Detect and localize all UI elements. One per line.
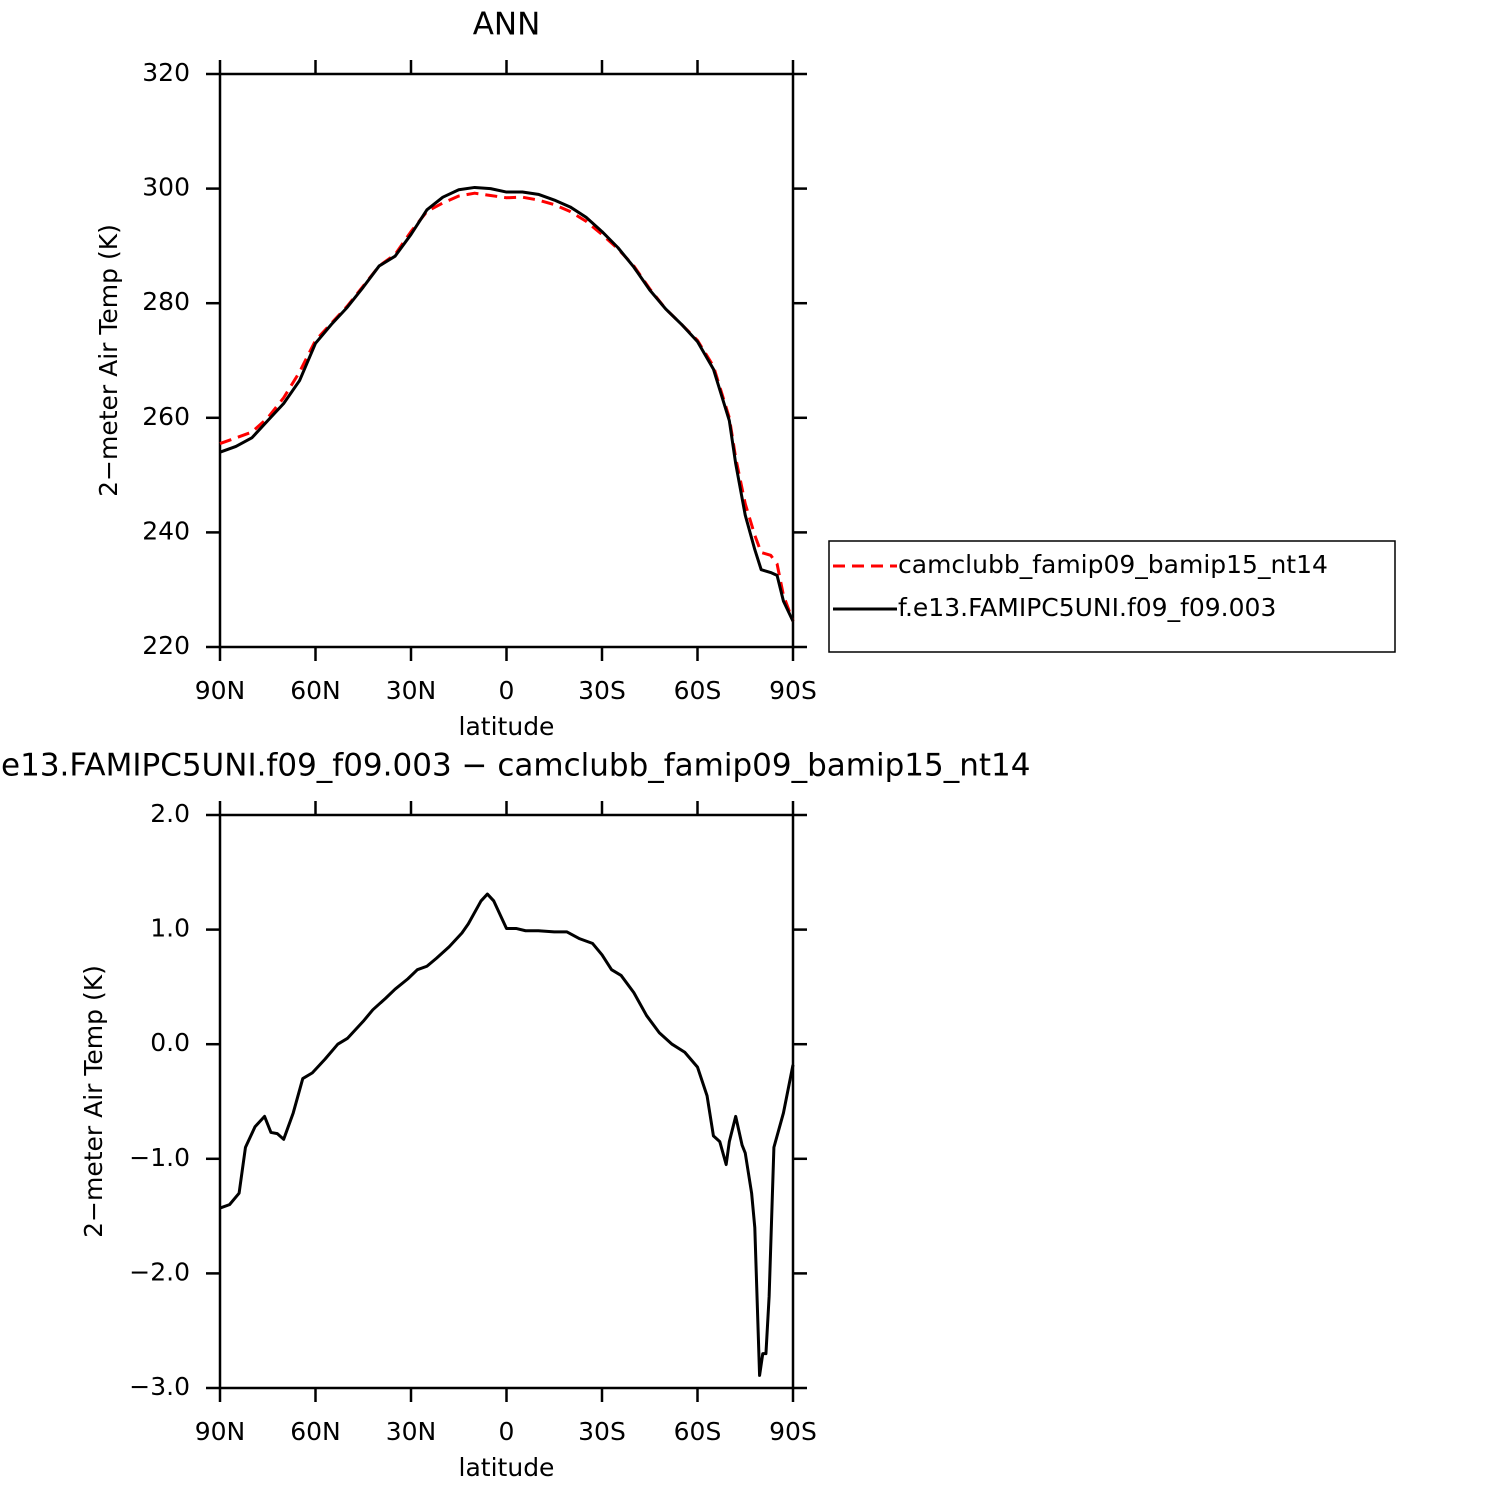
x-tick-label: 60S bbox=[674, 1417, 722, 1446]
x-tick-label: 90S bbox=[769, 1417, 817, 1446]
legend-label: camclubb_famip09_bamip15_nt14 bbox=[898, 550, 1328, 579]
y-tick-label: −1.0 bbox=[129, 1143, 190, 1172]
x-tick-label: 90S bbox=[769, 676, 817, 705]
x-tick-label: 90N bbox=[195, 1417, 246, 1446]
x-axis-label: latitude bbox=[459, 712, 555, 741]
x-tick-label: 0 bbox=[499, 676, 515, 705]
y-tick-label: 240 bbox=[142, 516, 190, 545]
y-tick-label: 2.0 bbox=[150, 799, 190, 828]
x-tick-label: 60N bbox=[290, 676, 341, 705]
chart-title: f.e13.FAMIPC5UNI.f09_f09.003 − camclubb_… bbox=[0, 748, 1030, 784]
x-axis-label: latitude bbox=[459, 1453, 555, 1482]
y-tick-label: 1.0 bbox=[150, 914, 190, 943]
chart-title: ANN bbox=[473, 7, 541, 43]
x-tick-label: 30N bbox=[386, 676, 437, 705]
y-axis-label: 2−meter Air Temp (K) bbox=[94, 224, 123, 497]
y-tick-label: 0.0 bbox=[150, 1028, 190, 1057]
legend-box bbox=[828, 540, 1396, 653]
x-tick-label: 90N bbox=[195, 676, 246, 705]
y-tick-label: 260 bbox=[142, 402, 190, 431]
y-axis-label: 2−meter Air Temp (K) bbox=[79, 965, 108, 1238]
data-line bbox=[219, 191, 795, 622]
y-tick-label: −2.0 bbox=[129, 1257, 190, 1286]
x-tick-label: 60S bbox=[674, 676, 722, 705]
y-tick-label: 220 bbox=[142, 631, 190, 660]
data-line bbox=[219, 892, 795, 1377]
x-tick-label: 60N bbox=[290, 1417, 341, 1446]
data-line bbox=[219, 185, 795, 622]
y-tick-label: 320 bbox=[142, 58, 190, 87]
x-tick-label: 30N bbox=[386, 1417, 437, 1446]
y-tick-label: 280 bbox=[142, 287, 190, 316]
y-tick-label: 300 bbox=[142, 173, 190, 202]
x-tick-label: 0 bbox=[499, 1417, 515, 1446]
y-tick-label: −3.0 bbox=[129, 1372, 190, 1401]
x-tick-label: 30S bbox=[578, 1417, 626, 1446]
x-tick-label: 30S bbox=[578, 676, 626, 705]
legend-label: f.e13.FAMIPC5UNI.f09_f09.003 bbox=[898, 593, 1276, 622]
